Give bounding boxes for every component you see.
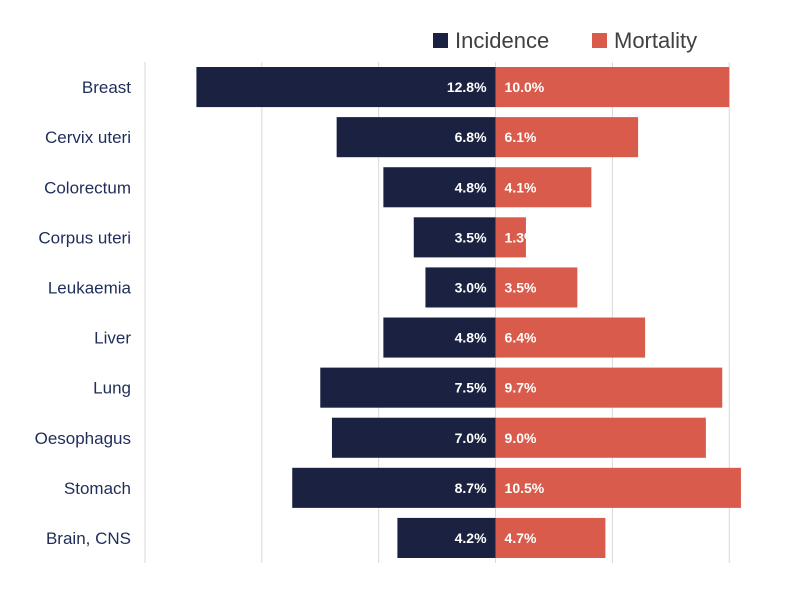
category-label: Liver bbox=[94, 329, 131, 348]
legend-swatch-incidence bbox=[433, 33, 448, 48]
category-label: Breast bbox=[82, 78, 131, 97]
data-label-incidence: 8.7% bbox=[455, 480, 487, 496]
legend-label-mortality: Mortality bbox=[614, 28, 697, 53]
bar-mortality bbox=[495, 417, 706, 458]
bar-mortality bbox=[495, 267, 578, 308]
category-label: Corpus uteri bbox=[38, 228, 131, 247]
data-label-mortality: 4.7% bbox=[505, 530, 537, 546]
bar-incidence bbox=[336, 117, 496, 158]
bar-mortality bbox=[495, 367, 723, 408]
bar-incidence bbox=[292, 467, 496, 508]
bar-mortality bbox=[495, 217, 526, 258]
legend-label-incidence: Incidence bbox=[455, 28, 549, 53]
bar-incidence bbox=[383, 167, 496, 208]
bars bbox=[196, 67, 741, 558]
category-label: Cervix uteri bbox=[45, 128, 131, 147]
category-label: Colorectum bbox=[44, 178, 131, 197]
data-label-incidence: 4.8% bbox=[455, 179, 487, 195]
bar-incidence bbox=[425, 267, 496, 308]
category-label: Lung bbox=[93, 379, 131, 398]
category-label: Oesophagus bbox=[35, 429, 131, 448]
bar-incidence bbox=[196, 67, 496, 108]
bar-incidence bbox=[320, 367, 496, 408]
data-label-mortality: 6.4% bbox=[505, 330, 537, 346]
bar-mortality bbox=[495, 67, 730, 108]
data-label-mortality: 4.1% bbox=[505, 179, 537, 195]
data-label-incidence: 3.0% bbox=[455, 279, 487, 295]
legend: Incidence Mortality bbox=[433, 28, 697, 53]
data-label-incidence: 12.8% bbox=[447, 79, 487, 95]
category-label: Leukaemia bbox=[48, 278, 132, 297]
data-label-incidence: 4.2% bbox=[455, 530, 487, 546]
data-label-mortality: 6.1% bbox=[505, 129, 537, 145]
data-label-mortality: 9.0% bbox=[505, 430, 537, 446]
data-label-incidence: 6.8% bbox=[455, 129, 487, 145]
data-label-mortality: 1.3% bbox=[505, 229, 537, 245]
data-label-mortality: 9.7% bbox=[505, 380, 537, 396]
bar-mortality bbox=[495, 467, 741, 508]
value-labels: 12.8% 10.0% 6.8% 6.1% 4.8% 4.1% 3.5% 1.3% 3.0% 3.… bbox=[447, 79, 545, 546]
bar-mortality bbox=[495, 117, 639, 158]
category-labels: Breast Cervix uteri Colorectum Corpus uteri… bbox=[35, 78, 132, 548]
bar-incidence bbox=[397, 517, 496, 558]
data-label-incidence: 7.0% bbox=[455, 430, 487, 446]
data-label-incidence: 7.5% bbox=[455, 380, 487, 396]
legend-swatch-mortality bbox=[592, 33, 607, 48]
bar-mortality bbox=[495, 317, 646, 358]
data-label-mortality: 10.5% bbox=[505, 480, 545, 496]
bar-incidence bbox=[413, 217, 496, 258]
data-label-incidence: 3.5% bbox=[455, 229, 487, 245]
bar-mortality bbox=[495, 517, 606, 558]
data-label-mortality: 3.5% bbox=[505, 279, 537, 295]
data-label-mortality: 10.0% bbox=[505, 79, 545, 95]
bar-incidence bbox=[383, 317, 496, 358]
category-label: Brain, CNS bbox=[46, 529, 131, 548]
bar-incidence bbox=[331, 417, 496, 458]
category-label: Stomach bbox=[64, 479, 131, 498]
bar-mortality bbox=[495, 167, 592, 208]
data-label-incidence: 4.8% bbox=[455, 330, 487, 346]
